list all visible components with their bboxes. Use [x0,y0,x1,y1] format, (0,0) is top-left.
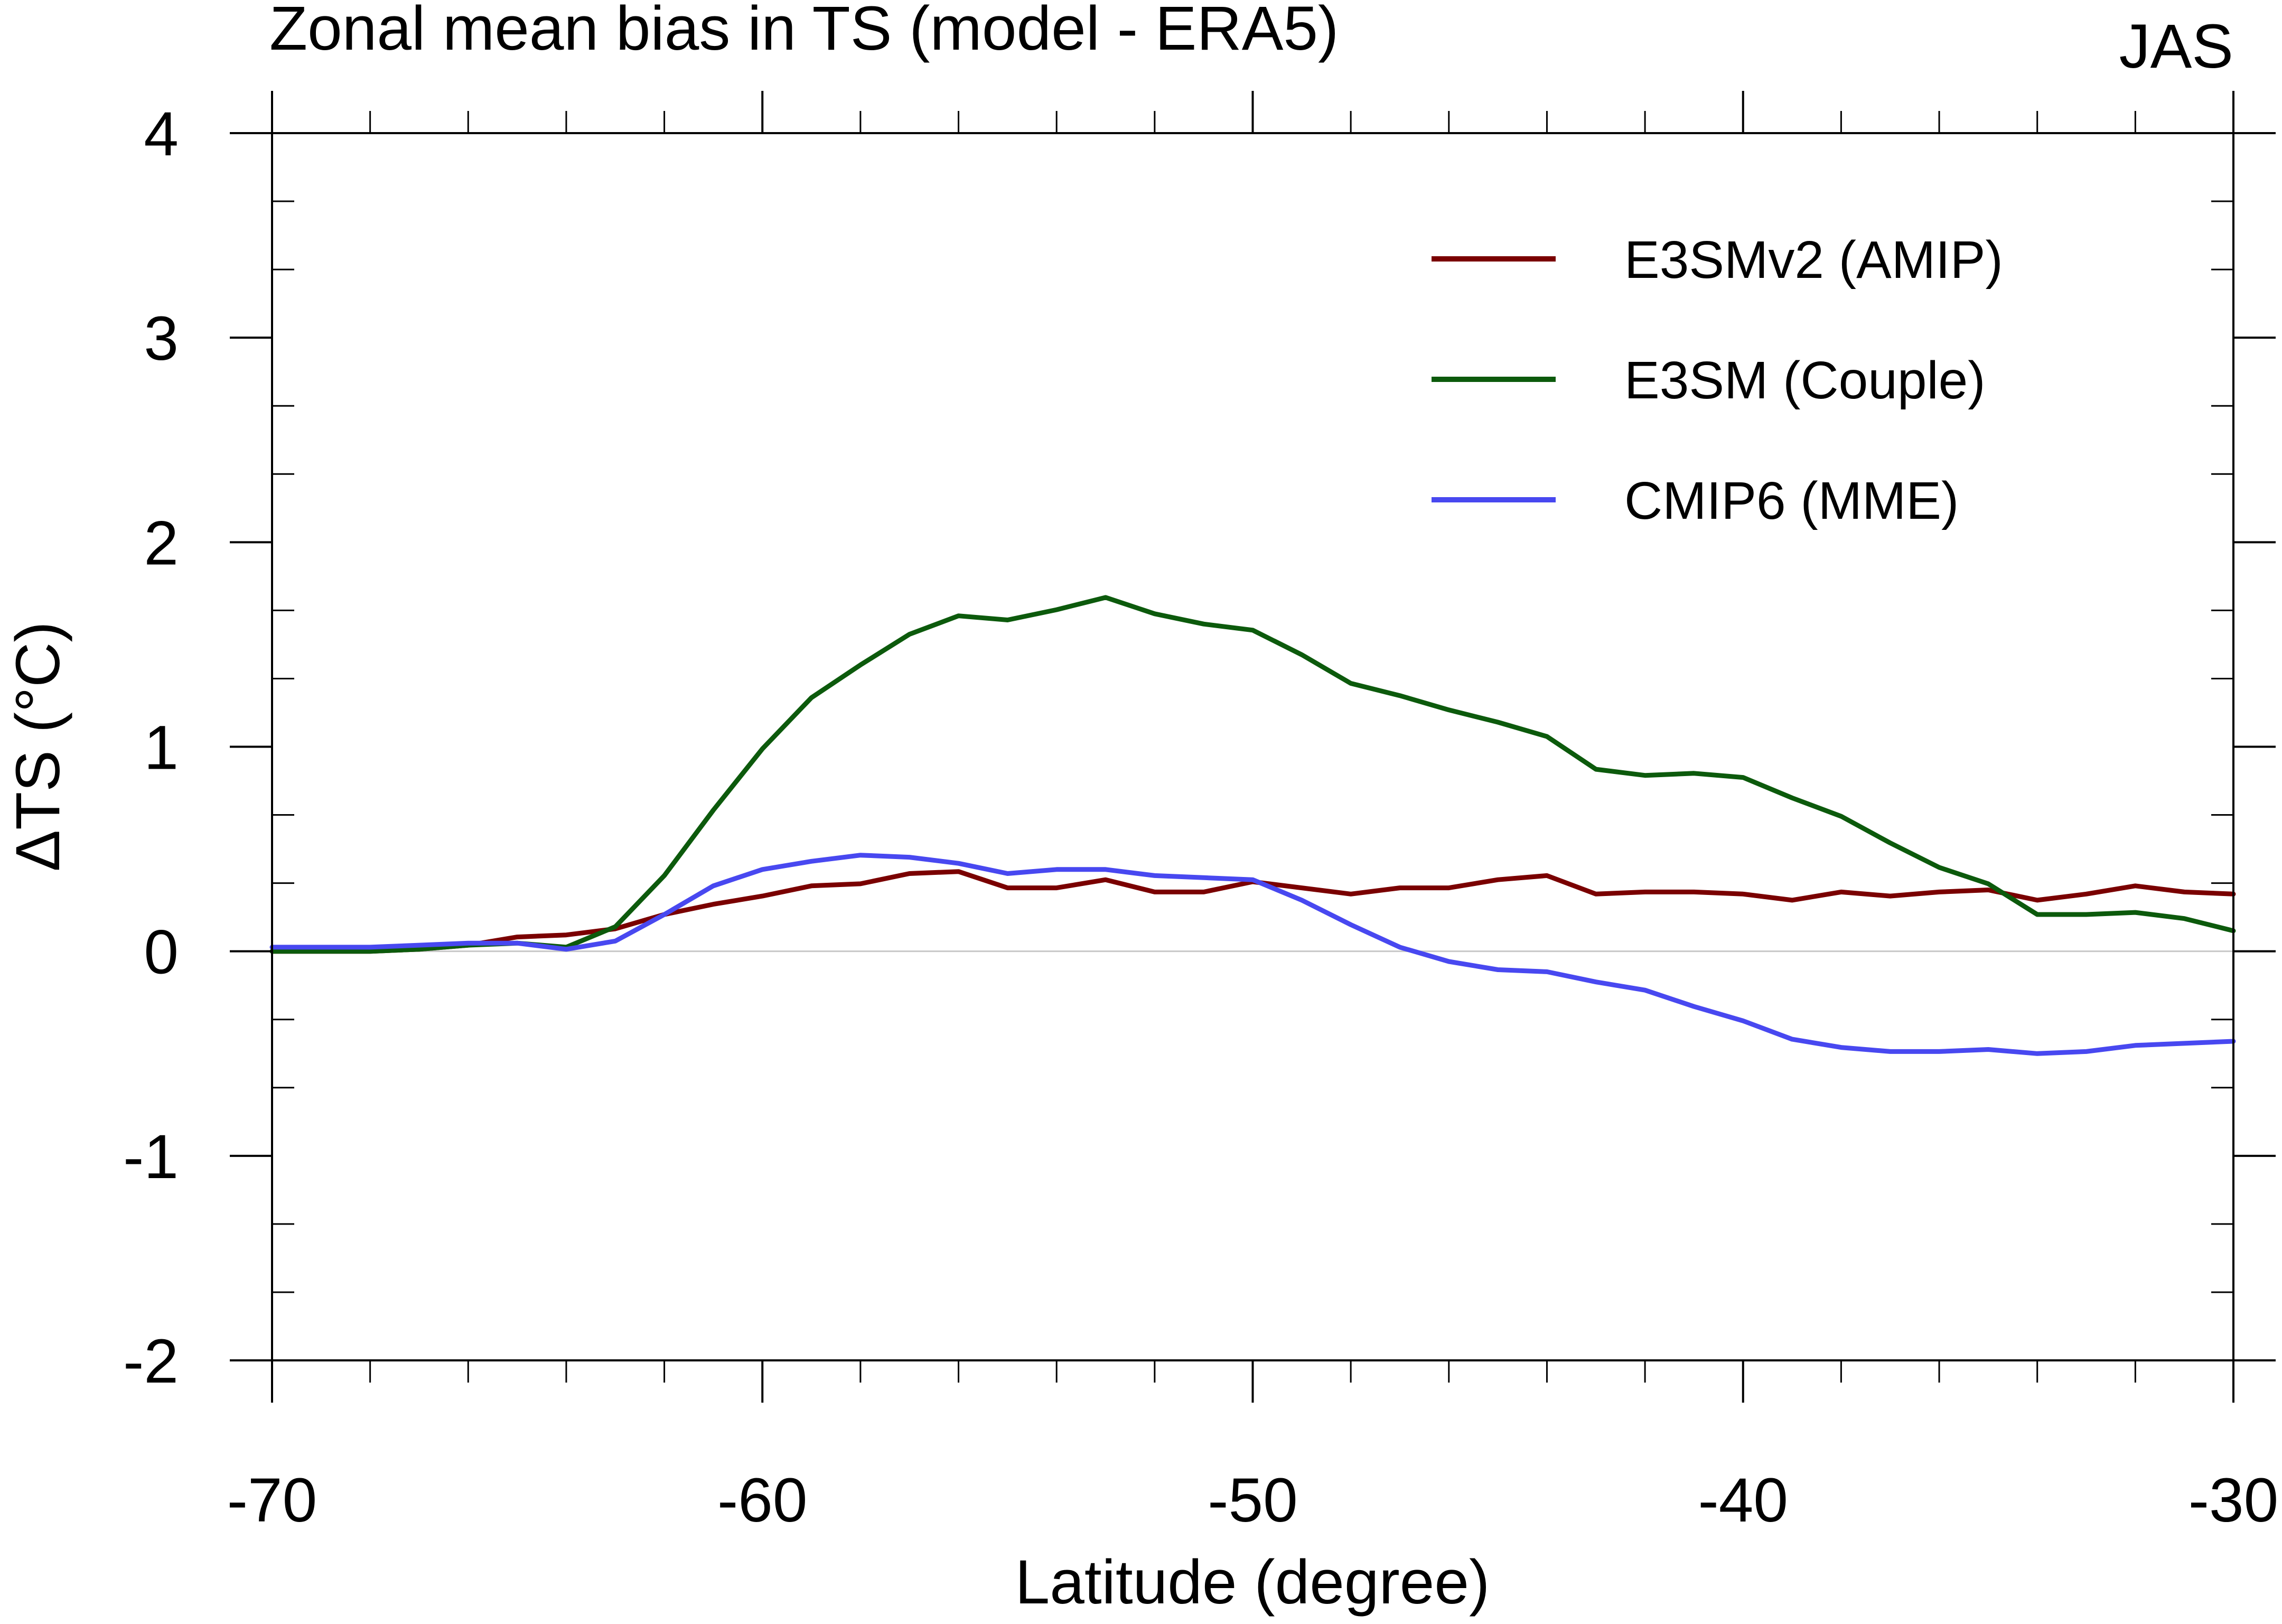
y-tick-label: -1 [123,1122,179,1192]
legend-label-cmip6-mme: CMIP6 (MME) [1624,471,1959,530]
x-tick-label: -40 [1698,1466,1788,1535]
legend: E3SMv2 (AMIP) E3SM (Couple) CMIP6 (MME) [1432,230,2003,530]
x-tick-label: -70 [227,1466,317,1535]
y-tick-label: 1 [144,713,179,783]
y-tick-label: 2 [144,508,179,578]
y-tick-label: 3 [144,304,179,374]
x-tick-label: -50 [1208,1466,1298,1535]
chart-title: Zonal mean bias in TS (model - ERA5) [269,0,1339,63]
legend-label-e3smv2-amip: E3SMv2 (AMIP) [1624,230,2003,290]
series-line-e3sm-couple [269,595,2236,954]
y-axis-title: ΔTS (°C) [3,621,73,871]
y-tick-label: 0 [144,918,179,987]
y-tick-label: 4 [144,99,179,169]
x-tick-label: -30 [2189,1466,2279,1535]
x-axis-title: Latitude (degree) [1015,1547,1490,1617]
ticks-layer: -70 -60 -50 -40 -30 4 3 2 1 0 -1 -2 [123,91,2278,1535]
x-tick-label: -60 [717,1466,808,1535]
series-line-cmip6-mme [269,853,2236,1056]
legend-label-e3sm-couple: E3SM (Couple) [1624,351,1986,410]
season-label: JAS [2119,12,2233,81]
y-tick-label: -2 [123,1327,179,1396]
series-layer [269,595,2236,1056]
